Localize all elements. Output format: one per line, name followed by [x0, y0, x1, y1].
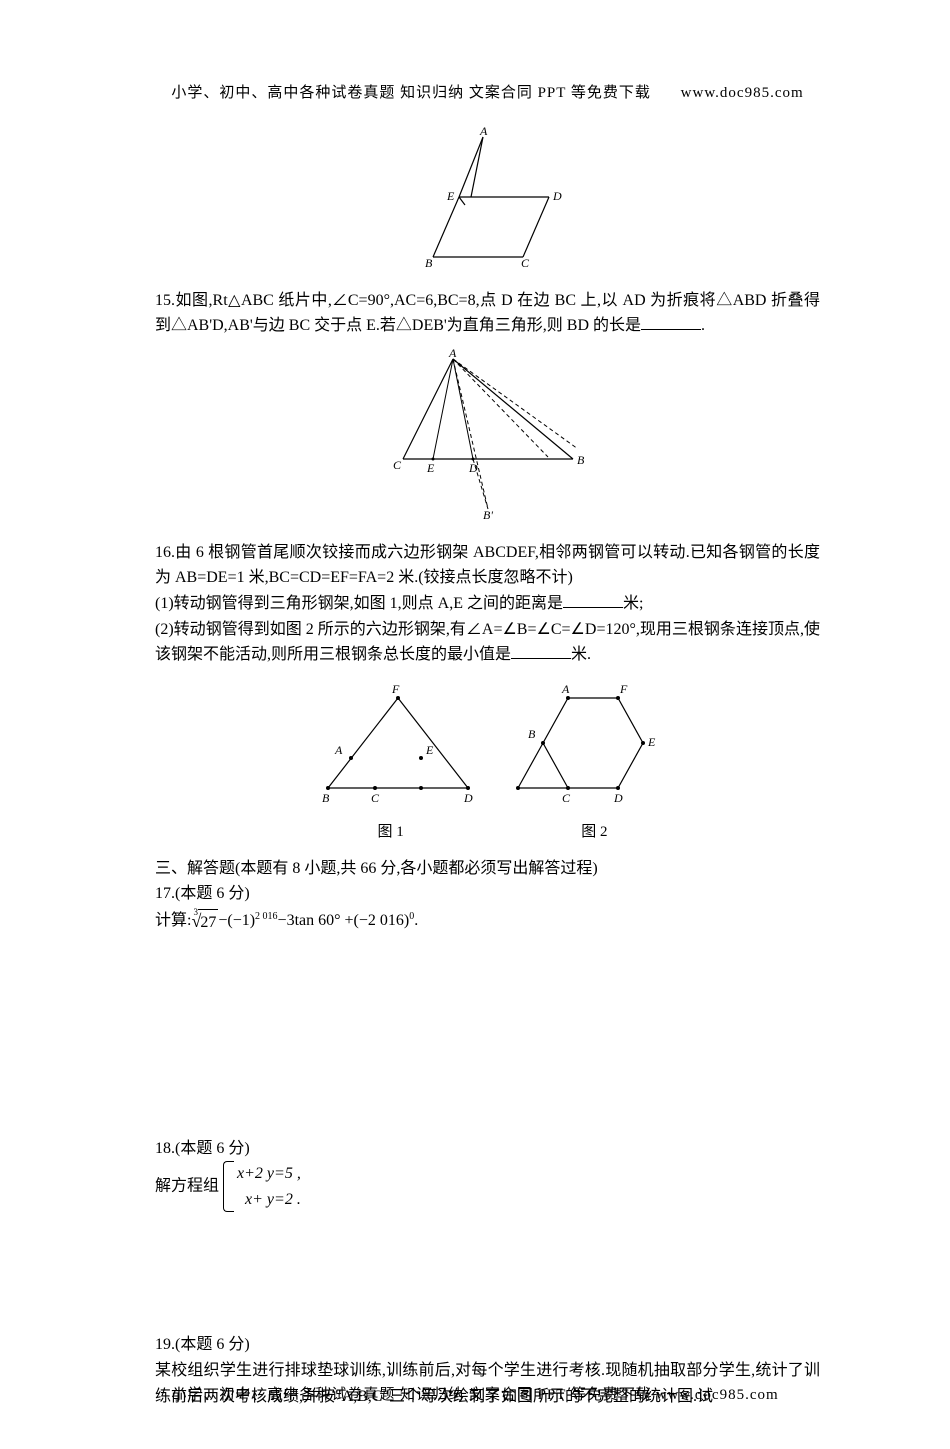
- q16-blank2: [511, 643, 571, 659]
- header-text: 小学、初中、高中各种试卷真题 知识归纳 文案合同 PPT 等免费下载: [171, 85, 651, 101]
- svg-text:D: D: [468, 461, 478, 475]
- q16-part2: (2)转动钢管得到如图 2 所示的六边形钢架,有∠A=∠B=∠C=∠D=120°…: [155, 617, 820, 668]
- svg-text:B: B: [425, 256, 433, 267]
- q16-fig-labels: 图 1 图 2: [155, 819, 820, 846]
- svg-text:E: E: [647, 735, 656, 749]
- svg-text:B': B': [483, 508, 493, 519]
- svg-text:D: D: [552, 189, 562, 203]
- svg-text:B: B: [322, 791, 330, 805]
- q18-workspace: [155, 1212, 820, 1332]
- q16-blank1: [563, 592, 623, 608]
- footer-text: 小学、初中、高中各种试卷真题 知识归纳 文案合同 PPT 等免费下载: [171, 1387, 651, 1403]
- header-url: www.doc985.com: [681, 85, 804, 101]
- q16-part1: (1)转动钢管得到三角形钢架,如图 1,则点 A,E 之间的距离是米;: [155, 591, 820, 617]
- q17-expression: 计算:3√27−(−1)2 016−3tan 60° +(−2 016)0.: [155, 907, 820, 936]
- svg-text:F: F: [619, 682, 628, 696]
- equation-system: x+2 y=5 , x+ y=2 .: [223, 1161, 301, 1212]
- page-header: 小学、初中、高中各种试卷真题 知识归纳 文案合同 PPT 等免费下载 www.d…: [155, 80, 820, 107]
- cube-root: 3√27: [191, 907, 218, 936]
- svg-text:B: B: [577, 453, 585, 467]
- svg-text:D: D: [613, 791, 623, 805]
- content-area: A B C D E 15.如图,Rt△ABC 纸片中,∠C=90°,AC=6,B…: [155, 127, 820, 1409]
- svg-text:F: F: [391, 682, 400, 696]
- q18-header: 18.(本题 6 分): [155, 1136, 820, 1162]
- q15-text: 15.如图,Rt△ABC 纸片中,∠C=90°,AC=6,BC=8,点 D 在边…: [155, 288, 820, 339]
- figure-q15: A B C D E B': [155, 349, 820, 530]
- q17-workspace: [155, 936, 820, 1136]
- q15-blank: [641, 314, 701, 330]
- svg-text:A: A: [334, 743, 343, 757]
- figure-q14: A B C D E: [155, 127, 820, 278]
- q18-system: 解方程组 x+2 y=5 , x+ y=2 .: [155, 1161, 820, 1212]
- svg-text:C: C: [371, 791, 380, 805]
- svg-text:D: D: [463, 791, 473, 805]
- svg-text:C: C: [393, 458, 402, 472]
- q15-svg: A B C D E B': [373, 349, 603, 519]
- figure-q16: F A E B C D A F: [155, 678, 820, 846]
- q16-intro: 16.由 6 根钢管首尾顺次铰接而成六边形钢架 ABCDEF,相邻两钢管可以转动…: [155, 540, 820, 591]
- svg-text:E: E: [425, 743, 434, 757]
- svg-text:A: A: [561, 682, 570, 696]
- footer-url: www.doc985.com: [656, 1387, 779, 1403]
- svg-text:E: E: [426, 461, 435, 475]
- q14-svg: A B C D E: [413, 127, 563, 267]
- q16-svg: F A E B C D A F: [308, 678, 668, 808]
- svg-text:C: C: [521, 256, 530, 267]
- svg-text:E: E: [446, 189, 455, 203]
- svg-text:A: A: [479, 127, 488, 138]
- page-footer: 小学、初中、高中各种试卷真题 知识归纳 文案合同 PPT 等免费下载 www.d…: [0, 1382, 950, 1409]
- section3-title: 三、解答题(本题有 8 小题,共 66 分,各小题都必须写出解答过程): [155, 856, 820, 882]
- svg-text:B: B: [528, 727, 536, 741]
- q19-header: 19.(本题 6 分): [155, 1332, 820, 1358]
- q17-header: 17.(本题 6 分): [155, 881, 820, 907]
- svg-text:C: C: [562, 791, 571, 805]
- svg-text:A: A: [448, 349, 457, 360]
